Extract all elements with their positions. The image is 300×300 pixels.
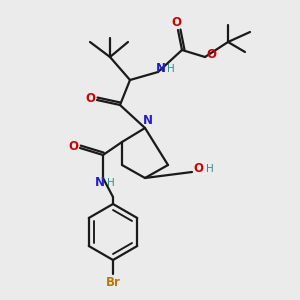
Text: O: O — [85, 92, 95, 104]
Text: O: O — [171, 16, 181, 28]
Text: O: O — [68, 140, 78, 152]
Text: N: N — [95, 176, 105, 190]
Text: N: N — [156, 62, 166, 76]
Text: Br: Br — [106, 275, 120, 289]
Text: H: H — [206, 164, 214, 174]
Text: N: N — [143, 115, 153, 128]
Text: H: H — [107, 178, 115, 188]
Text: O: O — [206, 47, 216, 61]
Text: O: O — [193, 163, 203, 176]
Text: H: H — [167, 64, 175, 74]
